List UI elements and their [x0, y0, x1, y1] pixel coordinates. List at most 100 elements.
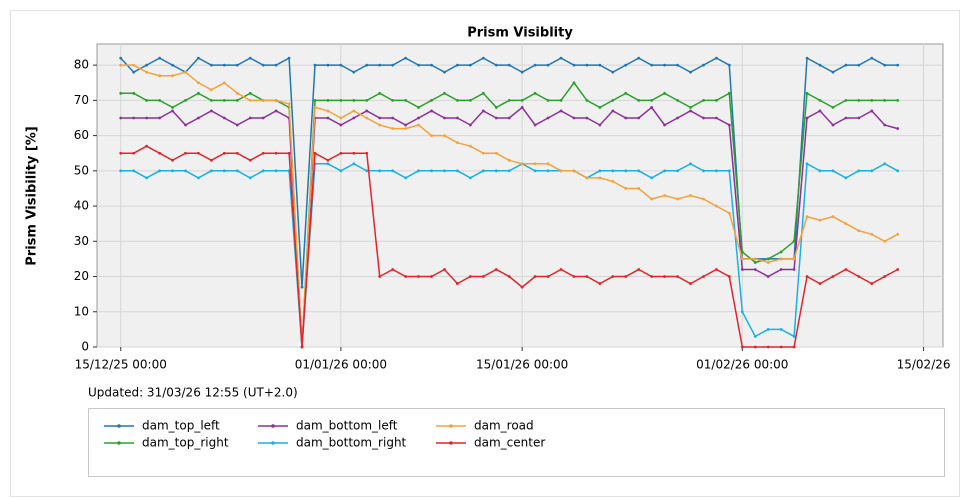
- point: [209, 88, 213, 92]
- point: [831, 106, 835, 109]
- point: [378, 275, 382, 278]
- point: [792, 257, 796, 261]
- point: [753, 268, 757, 271]
- point: [197, 91, 200, 95]
- point: [184, 98, 187, 102]
- point: [702, 116, 705, 120]
- point: [520, 98, 524, 102]
- point: [572, 116, 576, 120]
- legend-marker: [117, 441, 121, 445]
- point: [339, 169, 343, 173]
- point: [702, 169, 705, 173]
- point: [844, 176, 848, 180]
- point: [507, 275, 511, 278]
- point: [546, 116, 550, 120]
- point: [805, 91, 809, 95]
- point: [468, 275, 472, 278]
- point: [145, 63, 149, 67]
- point: [184, 70, 187, 74]
- point: [650, 197, 654, 201]
- point: [559, 56, 563, 60]
- point: [689, 194, 692, 197]
- point: [222, 151, 226, 155]
- point: [494, 106, 498, 109]
- point: [857, 63, 861, 67]
- y-tick-label: 30: [74, 234, 89, 248]
- point: [792, 345, 796, 349]
- legend-marker: [117, 424, 121, 428]
- point: [287, 102, 291, 106]
- plot-area: [96, 43, 944, 348]
- point: [611, 70, 615, 74]
- point: [352, 70, 356, 74]
- point: [766, 327, 770, 331]
- x-tick-label: 01/02/26 00:00: [696, 358, 788, 372]
- point: [779, 345, 783, 349]
- x-tick-label: 15/02/26: [897, 358, 951, 372]
- point: [300, 345, 304, 349]
- legend-label: dam_top_left: [142, 419, 220, 433]
- legend-label: dam_bottom_left: [296, 419, 398, 433]
- point: [598, 106, 602, 109]
- point: [248, 56, 252, 60]
- point: [326, 98, 330, 102]
- point: [235, 91, 239, 95]
- point: [624, 187, 628, 190]
- point: [546, 98, 550, 102]
- point: [857, 98, 861, 102]
- point: [896, 232, 900, 236]
- point: [676, 98, 679, 102]
- point: [391, 98, 395, 102]
- point: [222, 169, 226, 173]
- point: [792, 268, 796, 271]
- point: [663, 63, 666, 67]
- point: [132, 70, 136, 74]
- point: [650, 63, 654, 67]
- updated-note: Updated: 31/03/26 12:55 (UT+2.0): [88, 386, 298, 400]
- point: [417, 123, 420, 127]
- point: [365, 98, 369, 102]
- point: [494, 151, 498, 155]
- point: [572, 81, 576, 85]
- point: [287, 151, 291, 155]
- point: [494, 63, 498, 67]
- point: [740, 257, 744, 261]
- legend: [88, 408, 945, 477]
- point: [546, 275, 550, 278]
- point: [132, 63, 136, 67]
- point: [883, 275, 887, 278]
- point: [883, 239, 887, 243]
- legend-label: dam_top_right: [142, 436, 229, 450]
- point: [559, 169, 563, 173]
- point: [857, 229, 861, 233]
- point: [727, 91, 731, 95]
- point: [158, 98, 161, 102]
- point: [481, 275, 485, 278]
- point: [559, 268, 563, 271]
- point: [158, 169, 161, 173]
- y-tick-label: 20: [74, 269, 89, 283]
- point: [546, 162, 550, 166]
- point: [676, 116, 679, 120]
- point: [481, 56, 485, 60]
- point: [235, 63, 239, 67]
- point: [507, 98, 511, 102]
- point: [443, 70, 446, 74]
- point: [171, 169, 174, 173]
- point: [779, 268, 783, 271]
- point: [598, 169, 602, 173]
- legend-marker: [271, 424, 275, 428]
- point: [702, 197, 705, 201]
- legend-marker: [449, 424, 453, 428]
- point: [365, 116, 369, 120]
- point: [624, 169, 628, 173]
- point: [339, 116, 343, 120]
- point: [714, 169, 718, 173]
- point: [844, 116, 848, 120]
- point: [430, 63, 433, 67]
- point: [313, 63, 317, 67]
- point: [261, 98, 265, 102]
- point: [572, 169, 576, 173]
- point: [352, 109, 356, 113]
- point: [650, 106, 654, 109]
